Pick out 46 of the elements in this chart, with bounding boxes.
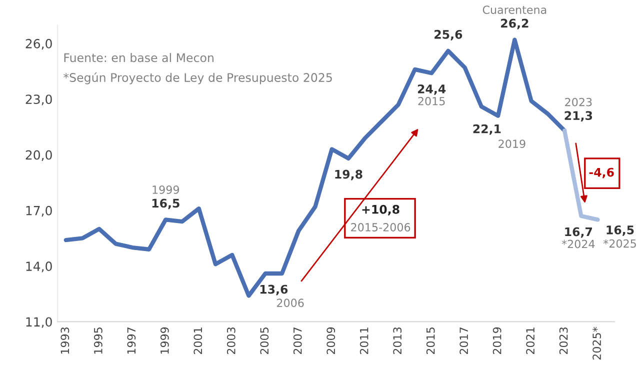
annotation: Cuarentena xyxy=(482,6,546,14)
x-tick-label: 2001 xyxy=(194,328,202,354)
data-label: 16,5 xyxy=(152,198,180,210)
annotation: 2023 xyxy=(565,98,592,106)
annotation: *2025 xyxy=(603,239,636,248)
y-tick-label: 23,0 xyxy=(26,94,52,106)
data-label: 16,5 xyxy=(606,225,634,236)
annotation: *2024 xyxy=(562,240,595,248)
annotation: +10,8 xyxy=(362,204,400,216)
y-tick-label: 20,0 xyxy=(26,150,52,161)
x-tick-label: 2013 xyxy=(393,327,402,354)
x-tick-label: 1999 xyxy=(160,327,169,354)
x-tick-label: 2011 xyxy=(360,328,368,354)
annotation: -4,6 xyxy=(589,168,614,178)
x-tick-label: 2007 xyxy=(293,328,302,354)
x-tick-label: 2003 xyxy=(226,327,236,354)
annotation: *Según Proyecto de Ley de Presupuesto 2025 xyxy=(64,72,332,84)
x-tick-label: 2005 xyxy=(260,328,269,354)
x-tick-label: 1997 xyxy=(127,328,136,354)
annotation: 2015-2006 xyxy=(351,223,410,232)
data-label: 26,2 xyxy=(501,18,528,30)
data-label: 21,3 xyxy=(564,111,592,122)
data-label: 25,6 xyxy=(434,30,462,40)
data-label: 19,8 xyxy=(335,170,362,180)
data-label: 16,7 xyxy=(565,227,592,238)
y-tick-label: 11,0 xyxy=(26,317,52,328)
data-label: 24,4 xyxy=(418,84,446,95)
annotation: 2015 xyxy=(418,96,445,106)
x-tick-label: 1993 xyxy=(60,327,70,354)
y-tick-label: 26,0 xyxy=(26,38,52,50)
data-label: 13,6 xyxy=(260,284,288,296)
annotation: 1999 xyxy=(152,186,179,194)
annotation: 2006 xyxy=(276,298,304,308)
y-tick-label: 17,0 xyxy=(26,206,52,217)
data-label: 22,1 xyxy=(473,124,501,135)
x-tick-label: 2023 xyxy=(559,327,568,354)
x-tick-label: 2025* xyxy=(592,326,602,360)
x-tick-label: 2019 xyxy=(492,327,502,354)
annotation: 2019 xyxy=(498,140,526,148)
x-tick-label: 2009 xyxy=(326,327,336,354)
annotation: Fuente: en base al Mecon xyxy=(64,53,214,62)
x-tick-label: 2017 xyxy=(460,328,468,354)
x-tick-label: 1995 xyxy=(94,328,102,354)
x-tick-label: 2021 xyxy=(526,328,535,354)
x-tick-label: 2015 xyxy=(426,328,435,354)
y-tick-label: 14,0 xyxy=(26,262,52,272)
